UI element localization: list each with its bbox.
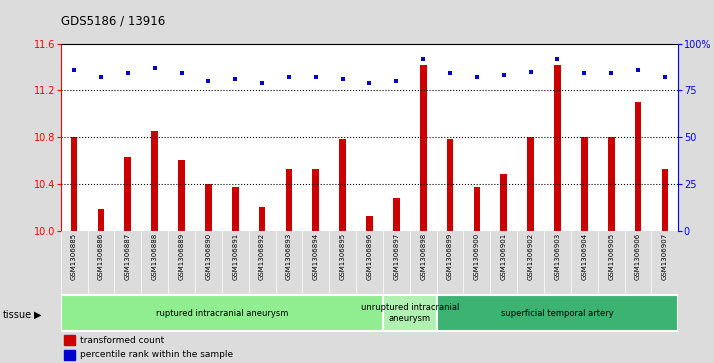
Text: GSM1306888: GSM1306888	[151, 232, 158, 280]
Text: GSM1306898: GSM1306898	[421, 232, 426, 280]
Text: GSM1306896: GSM1306896	[366, 232, 373, 280]
Point	[283, 74, 295, 80]
Point	[363, 80, 375, 86]
Bar	[447, 139, 453, 231]
Text: GSM1306905: GSM1306905	[608, 232, 614, 280]
Text: unruptured intracranial
aneurysm: unruptured intracranial aneurysm	[361, 303, 459, 323]
Point	[69, 67, 80, 73]
Bar	[205, 184, 212, 231]
Bar	[98, 209, 104, 231]
Text: GSM1306887: GSM1306887	[125, 232, 131, 280]
Text: GSM1306893: GSM1306893	[286, 232, 292, 280]
Text: superficial temporal artery: superficial temporal artery	[501, 309, 614, 318]
Bar	[258, 207, 266, 231]
Text: GSM1306892: GSM1306892	[259, 232, 265, 280]
Point	[471, 74, 483, 80]
Text: GSM1306900: GSM1306900	[474, 232, 480, 280]
Text: GSM1306901: GSM1306901	[501, 232, 507, 280]
Point	[444, 70, 456, 76]
Point	[256, 80, 268, 86]
Point	[525, 69, 536, 74]
Bar	[393, 198, 400, 231]
Point	[229, 76, 241, 82]
Bar	[64, 335, 75, 345]
Text: GSM1306903: GSM1306903	[555, 232, 560, 280]
Bar	[527, 137, 534, 231]
Text: GSM1306891: GSM1306891	[232, 232, 238, 280]
Text: GSM1306890: GSM1306890	[206, 232, 211, 280]
Text: percentile rank within the sample: percentile rank within the sample	[81, 351, 233, 359]
Point	[605, 70, 617, 76]
Text: GSM1306897: GSM1306897	[393, 232, 399, 280]
Point	[498, 73, 510, 78]
Point	[122, 70, 134, 76]
Bar	[124, 157, 131, 231]
FancyBboxPatch shape	[61, 295, 383, 331]
Text: ruptured intracranial aneurysm: ruptured intracranial aneurysm	[156, 309, 288, 318]
Point	[391, 78, 402, 84]
Text: GSM1306894: GSM1306894	[313, 232, 318, 280]
FancyBboxPatch shape	[383, 295, 437, 331]
Text: transformed count: transformed count	[81, 336, 165, 344]
Text: tissue: tissue	[3, 310, 32, 320]
Text: GSM1306902: GSM1306902	[528, 232, 533, 280]
Bar	[473, 187, 481, 231]
Point	[578, 70, 590, 76]
Text: GSM1306904: GSM1306904	[581, 232, 588, 280]
Point	[149, 65, 161, 71]
Text: GSM1306885: GSM1306885	[71, 232, 77, 280]
Point	[95, 74, 106, 80]
Point	[176, 70, 187, 76]
Bar	[151, 131, 158, 231]
Bar	[635, 102, 641, 231]
Text: GSM1306906: GSM1306906	[635, 232, 641, 280]
Text: ▶: ▶	[34, 310, 42, 320]
Point	[633, 67, 644, 73]
Bar	[232, 187, 238, 231]
Bar	[554, 65, 560, 231]
Point	[203, 78, 214, 84]
Bar	[661, 168, 668, 231]
Text: GSM1306899: GSM1306899	[447, 232, 453, 280]
Bar	[64, 350, 75, 360]
Point	[310, 74, 321, 80]
Point	[659, 74, 670, 80]
Text: GDS5186 / 13916: GDS5186 / 13916	[61, 14, 165, 27]
Text: GSM1306895: GSM1306895	[340, 232, 346, 280]
Bar	[608, 137, 615, 231]
Bar	[366, 216, 373, 231]
Bar	[581, 137, 588, 231]
Point	[337, 76, 348, 82]
Point	[552, 56, 563, 61]
Bar	[286, 168, 292, 231]
Bar	[339, 139, 346, 231]
FancyBboxPatch shape	[437, 295, 678, 331]
Bar	[71, 137, 78, 231]
Bar	[313, 168, 319, 231]
Text: GSM1306889: GSM1306889	[178, 232, 184, 280]
Text: GSM1306886: GSM1306886	[98, 232, 104, 280]
Bar	[501, 175, 507, 231]
Bar	[420, 65, 426, 231]
Text: GSM1306907: GSM1306907	[662, 232, 668, 280]
Point	[418, 56, 429, 61]
Bar	[178, 160, 185, 231]
